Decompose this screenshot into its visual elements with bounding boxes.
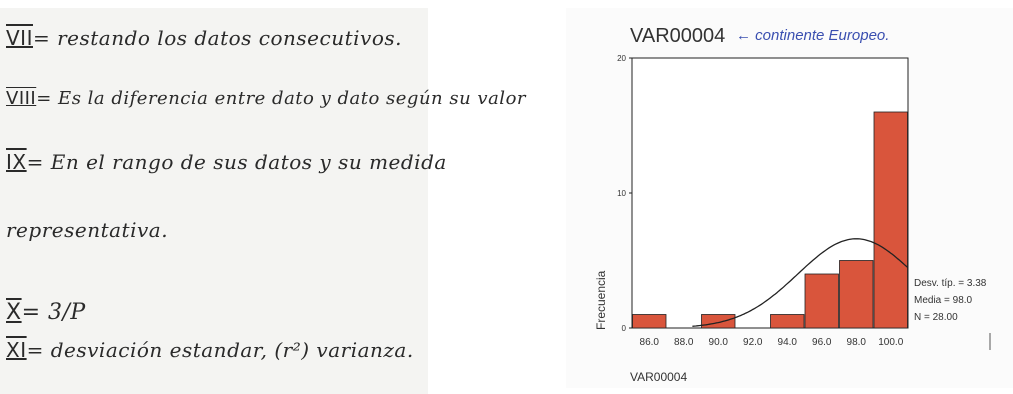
histogram-panel: VAR00004 ← continente Europeo. 0 10 20 86.… [566, 8, 1013, 388]
note-text: = desviación estandar, (r²) varianza. [26, 338, 414, 362]
bar-90.0 [701, 314, 736, 329]
roman-numeral: IX [6, 150, 27, 174]
y-tick-label: 20 [617, 54, 626, 63]
note-line-vii: VII= restando los datos consecutivos. [6, 26, 402, 50]
histogram-chart: VAR00004 ← continente Europeo. 0 10 20 86.… [594, 25, 991, 384]
note-text: = Es la diferencia entre dato y dato seg… [36, 88, 527, 109]
x-tick-label: 94.0 [778, 337, 798, 348]
handwritten-annotation: ← continente Europeo. [736, 27, 889, 44]
stat-sd: Desv. típ. = 3.38 [914, 278, 987, 289]
y-tick-label: 0 [622, 324, 627, 333]
bar-86.0 [632, 314, 667, 329]
note-line-ix: IX= En el rango de sus datos y su medida [6, 150, 447, 174]
x-tick-label: 98.0 [847, 337, 867, 348]
x-tick-label: 100.0 [878, 337, 903, 348]
note-line-xi: XI= desviación estandar, (r²) varianza. [6, 338, 414, 362]
y-axis-label: Frecuencia [594, 270, 608, 330]
bar-94.0 [770, 314, 805, 329]
note-line-viii: VIII= Es la diferencia entre dato y dato… [6, 88, 526, 109]
stat-mean: Media = 98.0 [914, 295, 973, 306]
x-tick-label: 92.0 [743, 337, 763, 348]
x-tick-label: 90.0 [709, 337, 729, 348]
x-ticks: 86.0 88.0 90.0 92.0 94.0 96.0 98.0 100.0 [640, 337, 904, 348]
chart-title: VAR00004 [630, 25, 725, 47]
bars [632, 111, 908, 329]
note-line-x: X= 3/P [6, 300, 86, 325]
x-tick-label: 88.0 [674, 337, 694, 348]
x-axis-label: VAR00004 [630, 370, 687, 384]
bar-98.0 [839, 260, 874, 329]
x-tick-label: 96.0 [812, 337, 832, 348]
bar-100.0 [873, 111, 908, 329]
note-line-ix-cont: representativa. [6, 218, 168, 242]
note-text: = restando los datos consecutivos. [32, 26, 402, 50]
note-text: = En el rango de sus datos y su medida [26, 150, 447, 174]
x-tick-label: 86.0 [640, 337, 660, 348]
handwritten-notes-panel: VII= restando los datos consecutivos. VI… [0, 8, 526, 394]
bar-96.0 [804, 273, 839, 329]
y-tick-label: 10 [617, 189, 626, 198]
roman-numeral: VII [6, 26, 33, 50]
y-ticks: 0 10 20 [617, 54, 632, 333]
note-text: representativa. [6, 218, 169, 242]
note-text: = 3/P [21, 300, 86, 325]
roman-numeral: XI [6, 338, 27, 362]
roman-numeral: X [6, 300, 22, 325]
stat-n: N = 28.00 [914, 312, 958, 323]
normal-curve [692, 238, 909, 327]
roman-numeral: VIII [6, 88, 37, 109]
